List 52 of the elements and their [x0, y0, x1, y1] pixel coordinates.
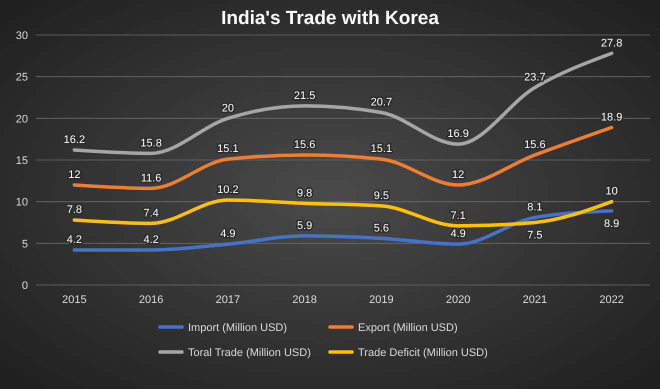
- x-tick-label: 2022: [599, 294, 624, 306]
- y-tick-label: 20: [16, 113, 28, 126]
- x-tick-label: 2021: [522, 294, 548, 306]
- data-label: 4.9: [220, 228, 236, 240]
- data-label: 20: [222, 102, 234, 114]
- x-tick-label: 2018: [292, 294, 317, 306]
- x-tick-label: 2020: [446, 294, 470, 306]
- data-label: 23.7: [524, 72, 546, 84]
- data-label: 27.8: [600, 37, 622, 50]
- y-tick-label: 15: [16, 155, 28, 167]
- data-label: 4.2: [66, 234, 82, 246]
- data-label: 15.6: [294, 139, 316, 151]
- data-label: 10.2: [217, 184, 239, 196]
- chart-title: India's Trade with Korea: [221, 8, 440, 29]
- data-label: 15.8: [140, 137, 162, 150]
- x-tick-label: 2015: [62, 294, 87, 306]
- data-label: 8.1: [527, 202, 543, 214]
- data-label: 11.6: [140, 172, 162, 184]
- legend-label: Trade Deficit (Million USD): [358, 347, 488, 359]
- data-label: 5.6: [374, 222, 390, 234]
- data-label: 7.8: [66, 204, 82, 216]
- data-label: 10: [606, 186, 618, 198]
- y-tick-label: 0: [22, 280, 28, 292]
- data-label: 12: [452, 169, 464, 181]
- data-label: 9.8: [296, 187, 312, 200]
- data-label: 4.2: [143, 234, 159, 246]
- data-label: 16.2: [64, 134, 86, 146]
- legend-label: Export (Million USD): [358, 322, 458, 334]
- x-tick-label: 2019: [369, 294, 394, 306]
- data-label: 4.9: [450, 228, 466, 240]
- data-label: 15.1: [217, 143, 239, 156]
- legend-label: Toral Trade (Million USD): [188, 347, 311, 359]
- data-label: 15.6: [524, 139, 546, 151]
- data-label: 12: [68, 169, 80, 181]
- y-tick-label: 30: [16, 30, 28, 42]
- data-label: 8.9: [604, 218, 620, 230]
- data-label: 15.1: [370, 143, 392, 156]
- data-label: 5.9: [296, 220, 312, 232]
- y-tick-label: 25: [16, 72, 28, 84]
- x-tick-label: 2017: [216, 294, 240, 306]
- data-label: 18.9: [600, 112, 622, 124]
- y-tick-label: 5: [22, 238, 28, 250]
- data-label: 7.5: [527, 230, 543, 242]
- data-label: 7.4: [143, 207, 159, 220]
- x-tick-label: 2016: [138, 294, 164, 306]
- data-label: 9.5: [374, 190, 390, 202]
- data-label: 16.9: [447, 128, 469, 140]
- data-label: 21.5: [294, 90, 316, 102]
- legend-label: Import (Million USD): [188, 322, 288, 334]
- data-label: 20.7: [370, 96, 392, 108]
- data-label: 7.1: [450, 210, 466, 222]
- y-tick-label: 10: [16, 196, 28, 209]
